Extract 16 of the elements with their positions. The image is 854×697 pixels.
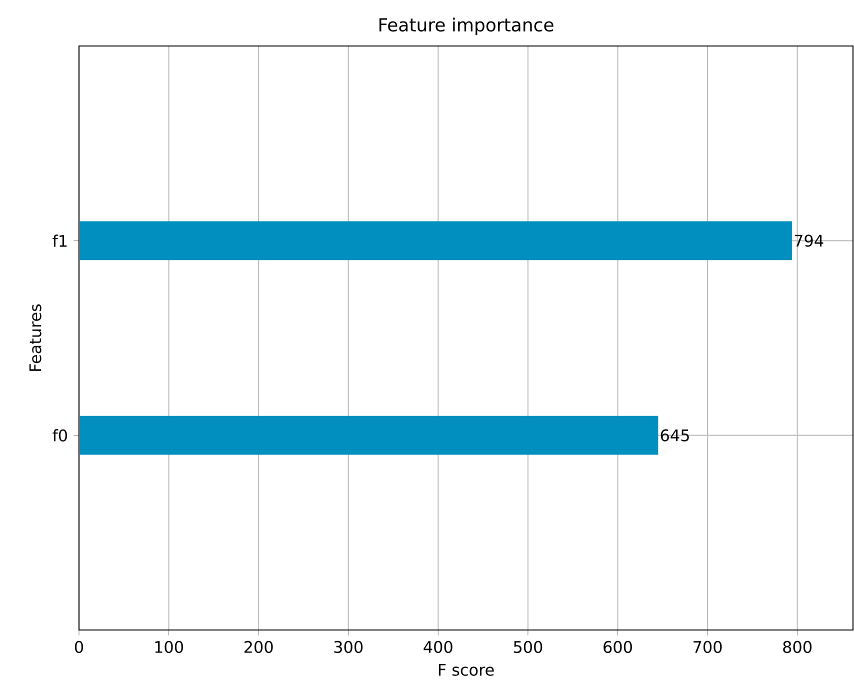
y-axis-title: Features [29, 304, 42, 371]
data-label: 645 [660, 429, 689, 442]
x-tick-label: 400 [424, 640, 452, 654]
y-tick-label: f0 [52, 429, 68, 442]
x-tick-label: 600 [604, 640, 632, 654]
data-label: 794 [794, 234, 824, 247]
x-tick-label: 500 [514, 640, 542, 654]
chart-title: Feature importance [379, 18, 554, 36]
x-tick-label: 700 [694, 640, 722, 654]
x-tick-label: 800 [783, 640, 812, 654]
x-tick-label: 100 [155, 640, 183, 654]
x-tick-label: 300 [334, 640, 363, 654]
x-tick-label: 200 [244, 640, 273, 654]
y-tick-label: f1 [52, 234, 67, 247]
x-axis-title: F score [438, 664, 494, 676]
x-tick-label: 0 [74, 640, 84, 654]
